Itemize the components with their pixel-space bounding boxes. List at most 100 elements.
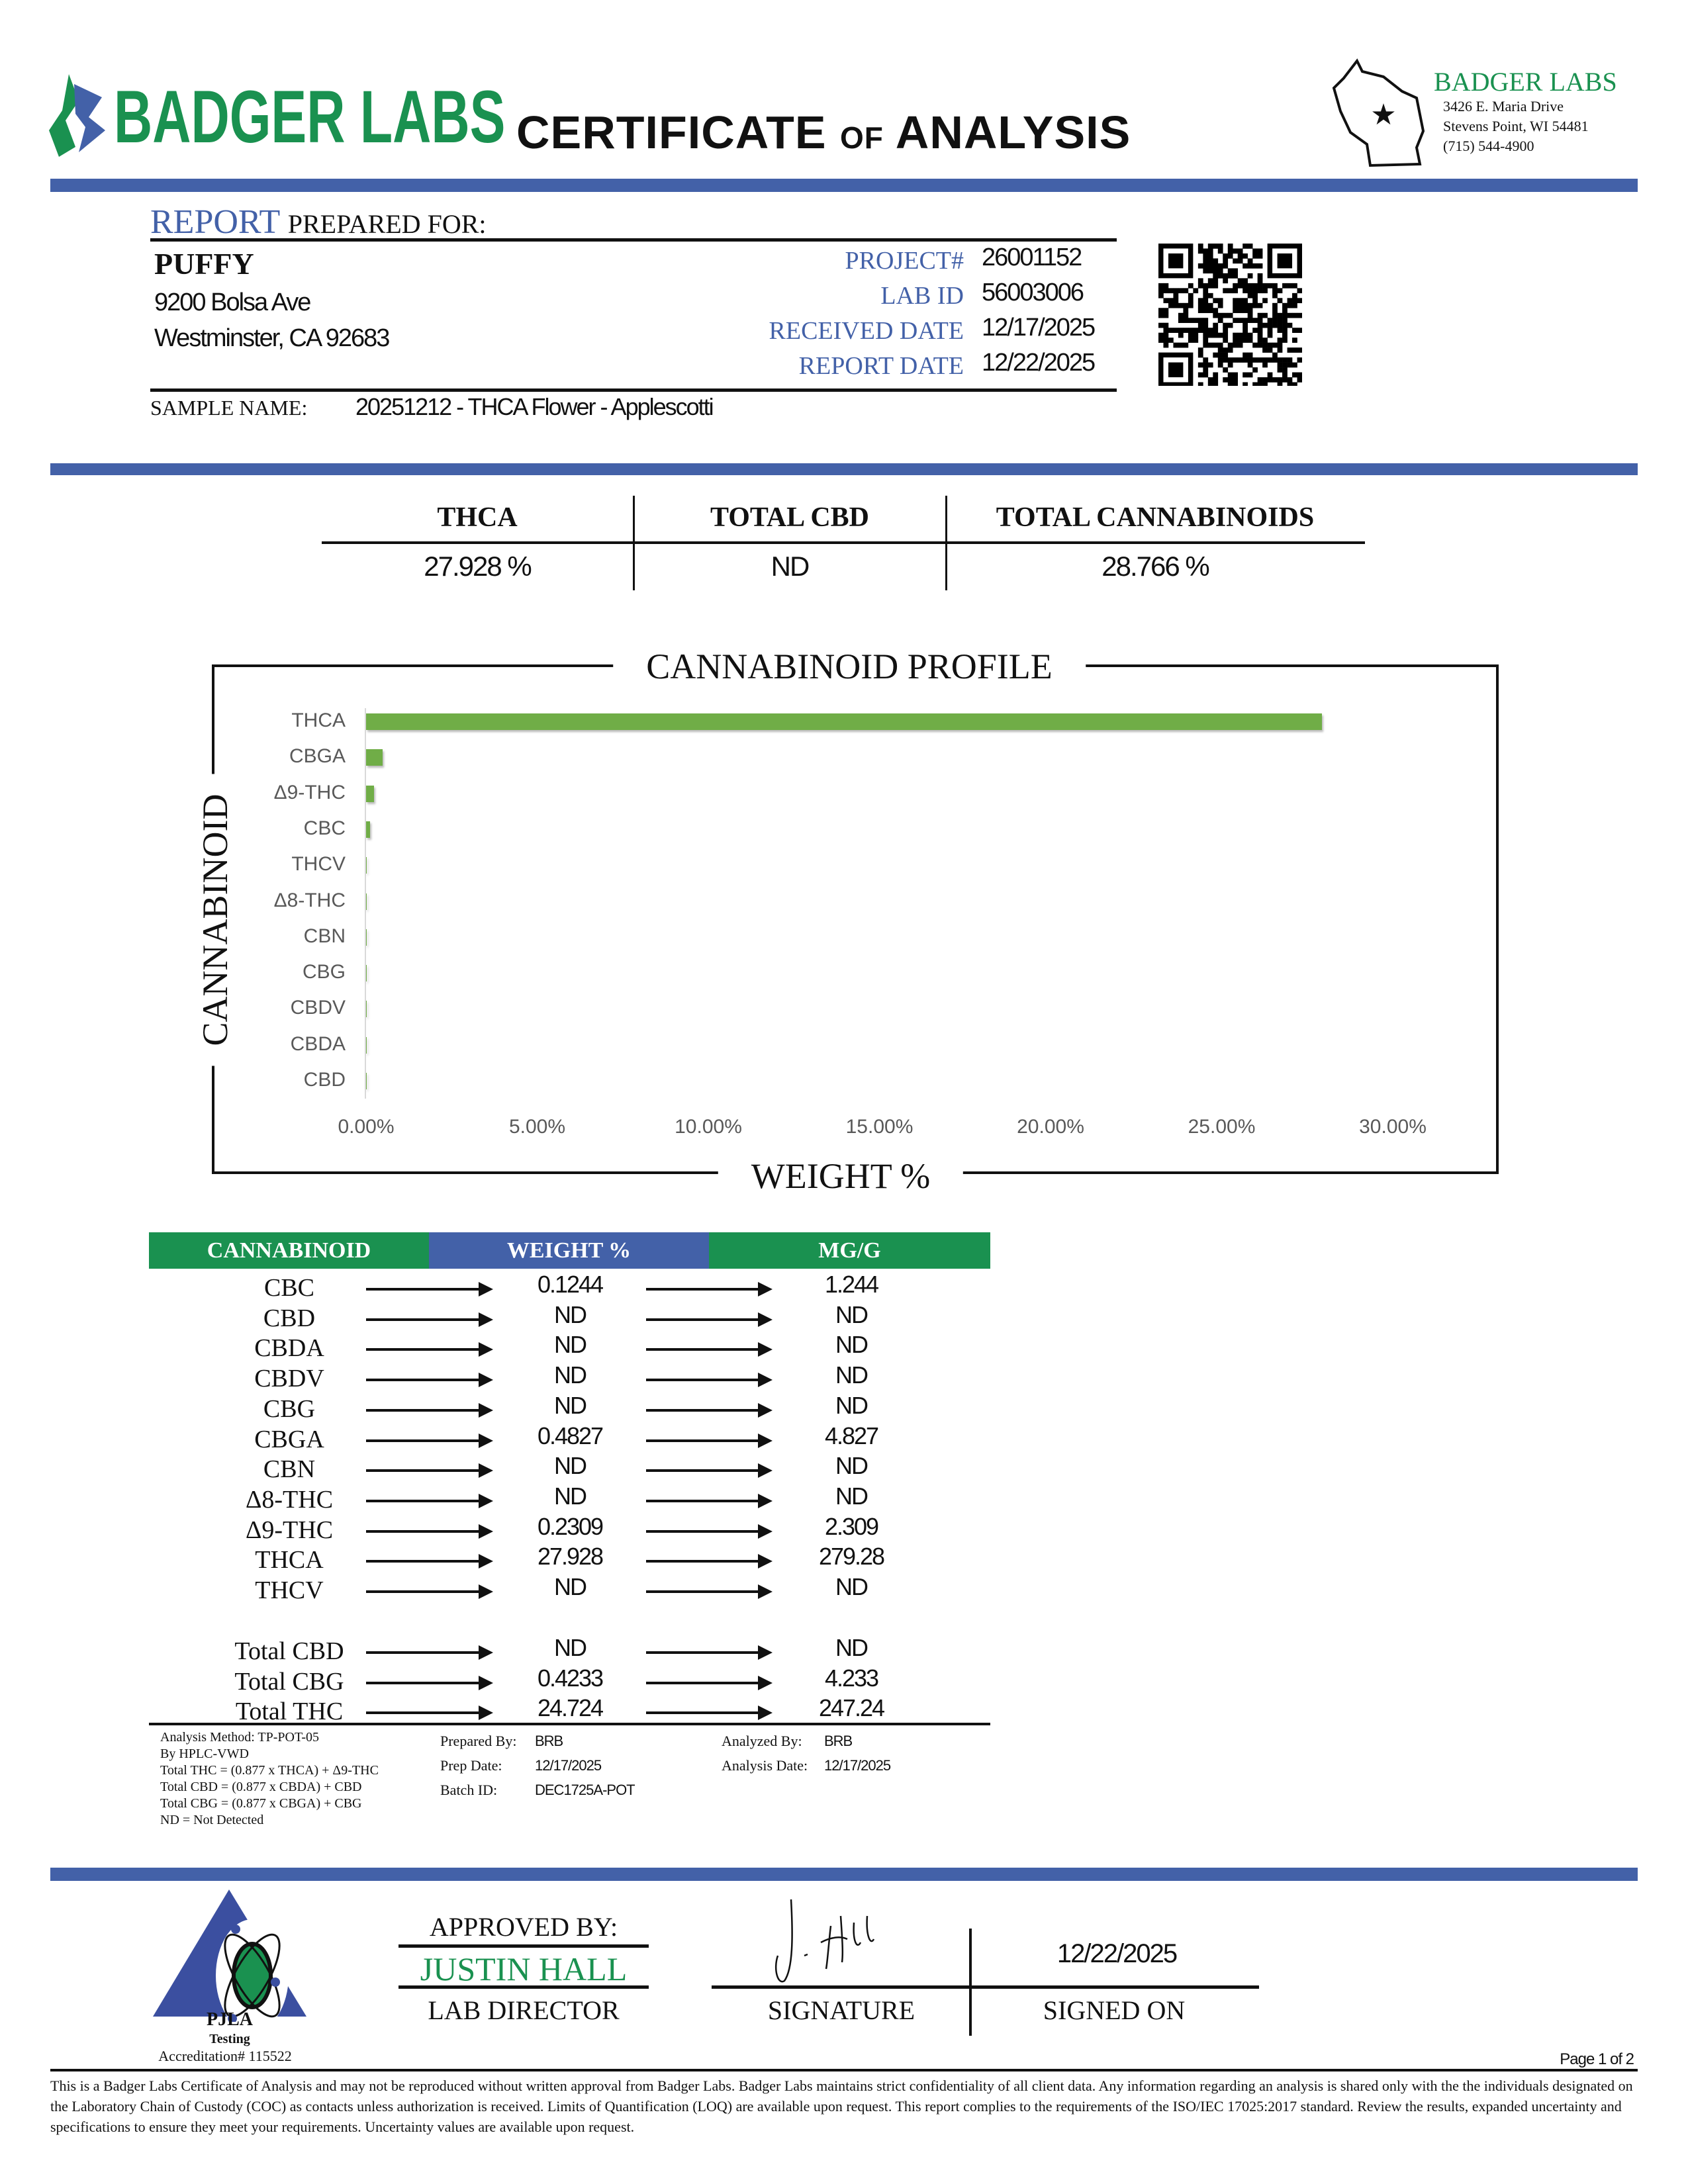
mg-per-g: 247.24 xyxy=(818,1694,885,1722)
note-line: Total CBD = (0.877 x CBDA) + CBD xyxy=(160,1780,362,1794)
lab-name: BADGER LABS xyxy=(1434,67,1617,97)
mg-per-g: ND xyxy=(835,1452,868,1480)
arrow-icon xyxy=(366,1706,493,1721)
cannabinoid-name: CBD xyxy=(263,1304,316,1332)
cannabinoid-name: CBDV xyxy=(254,1365,324,1393)
signature-label: SIGNATURE xyxy=(767,1995,915,2025)
weight-percent: 27.928 xyxy=(537,1543,604,1570)
table-header: CANNABINOID xyxy=(149,1232,429,1269)
lab-address: 3426 E. Maria Drive Stevens Point, WI 544… xyxy=(1443,98,1589,154)
arrow-icon xyxy=(366,1645,493,1660)
field-label: REPORT DATE xyxy=(798,352,964,380)
note-line: By HPLC-VWD xyxy=(160,1747,249,1761)
note-line: ND = Not Detected xyxy=(160,1813,264,1827)
summary-label: TOTAL CANNABINOIDS xyxy=(996,502,1315,533)
arrow-icon xyxy=(366,1493,493,1508)
chart-y-axis xyxy=(365,708,366,1099)
rule xyxy=(150,238,1117,242)
arrow-icon xyxy=(646,1524,773,1539)
chart-category-label: Δ8-THC xyxy=(273,889,346,911)
summary-label: THCA xyxy=(437,502,518,533)
table-header: MG/G xyxy=(709,1232,990,1269)
report-prepared-for: REPORT PREPARED FOR: xyxy=(150,203,487,241)
svg-text:★: ★ xyxy=(1370,99,1396,131)
field-label: RECEIVED DATE xyxy=(769,317,964,345)
approver-role: LAB DIRECTOR xyxy=(428,1995,620,2025)
sample-name-label: SAMPLE NAME: xyxy=(150,396,308,420)
cannabinoid-name: Δ8-THC xyxy=(245,1485,334,1514)
arrow-icon xyxy=(366,1312,493,1327)
weight-percent: 0.4827 xyxy=(537,1422,604,1449)
arrow-icon xyxy=(646,1706,773,1721)
cannabinoid-name: THCV xyxy=(255,1576,324,1604)
page-number: Page 1 of 2 xyxy=(1560,2050,1634,2068)
chart-bar xyxy=(366,965,367,982)
weight-percent: 0.4233 xyxy=(537,1664,604,1692)
qr-code-icon[interactable] xyxy=(1158,244,1302,386)
chart-category-label: THCA xyxy=(291,709,346,731)
weight-percent: ND xyxy=(554,1300,587,1328)
rule xyxy=(399,1985,649,1989)
field-value: 12/17/2025 xyxy=(982,314,1096,341)
chart-tick-label: 30.00% xyxy=(1359,1116,1427,1138)
mg-per-g: 1.244 xyxy=(824,1271,879,1298)
pjla-label: PJLA xyxy=(207,2009,253,2030)
chart-bar xyxy=(366,929,367,946)
prep-values: BRB 12/17/2025 DEC1725A-POT xyxy=(535,1733,635,1798)
arrow-icon xyxy=(646,1554,773,1569)
chart-category-label: CBGA xyxy=(289,745,346,768)
chart-tick-label: 10.00% xyxy=(675,1116,742,1138)
client-address-1: 9200 Bolsa Ave xyxy=(154,289,311,316)
weight-percent: 24.724 xyxy=(537,1694,604,1722)
weight-percent: ND xyxy=(554,1573,587,1600)
arrow-icon xyxy=(366,1584,493,1599)
rule xyxy=(945,496,947,590)
cannabinoid-name: Total CBG xyxy=(234,1667,344,1696)
arrow-icon xyxy=(646,1675,773,1690)
rule xyxy=(150,388,1117,392)
chart-title: CANNABINOID PROFILE xyxy=(613,646,1086,687)
chart-bar xyxy=(366,749,383,766)
mg-per-g: ND xyxy=(835,1391,868,1419)
rule xyxy=(322,541,1365,544)
chart-category-label: CBDA xyxy=(290,1032,346,1055)
chart-tick-label: 5.00% xyxy=(508,1116,566,1138)
summary-value: ND xyxy=(771,551,810,582)
note-line: Total CBG = (0.877 x CBGA) + CBG xyxy=(160,1796,362,1811)
chart-x-axis-label: WEIGHT % xyxy=(718,1156,964,1197)
chart-bar xyxy=(366,713,1322,730)
signed-on-label: SIGNED ON xyxy=(1043,1995,1186,2025)
divider-bar xyxy=(50,463,1638,475)
sample-name: 20251212 - THCA Flower - Applescotti xyxy=(355,393,714,420)
field-label: LAB ID xyxy=(880,282,964,310)
mg-per-g: ND xyxy=(835,1331,868,1359)
arrow-icon xyxy=(366,1433,493,1448)
arrow-icon xyxy=(366,1554,493,1569)
cannabinoid-name: CBDA xyxy=(254,1334,324,1363)
arrow-icon xyxy=(366,1675,493,1690)
field-value: 26001152 xyxy=(982,244,1082,271)
chart-tick-label: 0.00% xyxy=(338,1116,395,1138)
weight-percent: ND xyxy=(554,1391,587,1419)
arrow-icon xyxy=(646,1433,773,1448)
chart-tick-label: 20.00% xyxy=(1017,1116,1084,1138)
chart-bar xyxy=(366,1001,367,1018)
mg-per-g: ND xyxy=(835,1573,868,1600)
chart-bar xyxy=(366,821,371,838)
mg-per-g: ND xyxy=(835,1361,868,1389)
chart-bar xyxy=(366,893,367,910)
pjla-logo-icon xyxy=(153,1889,306,2022)
chart-category-label: CBN xyxy=(303,925,346,947)
arrow-icon xyxy=(366,1282,493,1297)
note-line: Analysis Method: TP-POT-05 xyxy=(160,1730,320,1745)
signature-image xyxy=(774,1899,875,1983)
rule xyxy=(633,496,635,590)
rule xyxy=(149,1723,990,1725)
chart-tick-label: 15.00% xyxy=(845,1116,914,1138)
cannabinoid-name: CBC xyxy=(263,1274,315,1302)
accreditation-number: Accreditation# 115522 xyxy=(158,2048,292,2064)
cannabinoid-name: Total THC xyxy=(235,1698,344,1726)
weight-percent: ND xyxy=(554,1361,587,1389)
chart-y-axis-label: CANNABINOID xyxy=(195,774,236,1066)
divider-bar xyxy=(50,1868,1638,1881)
